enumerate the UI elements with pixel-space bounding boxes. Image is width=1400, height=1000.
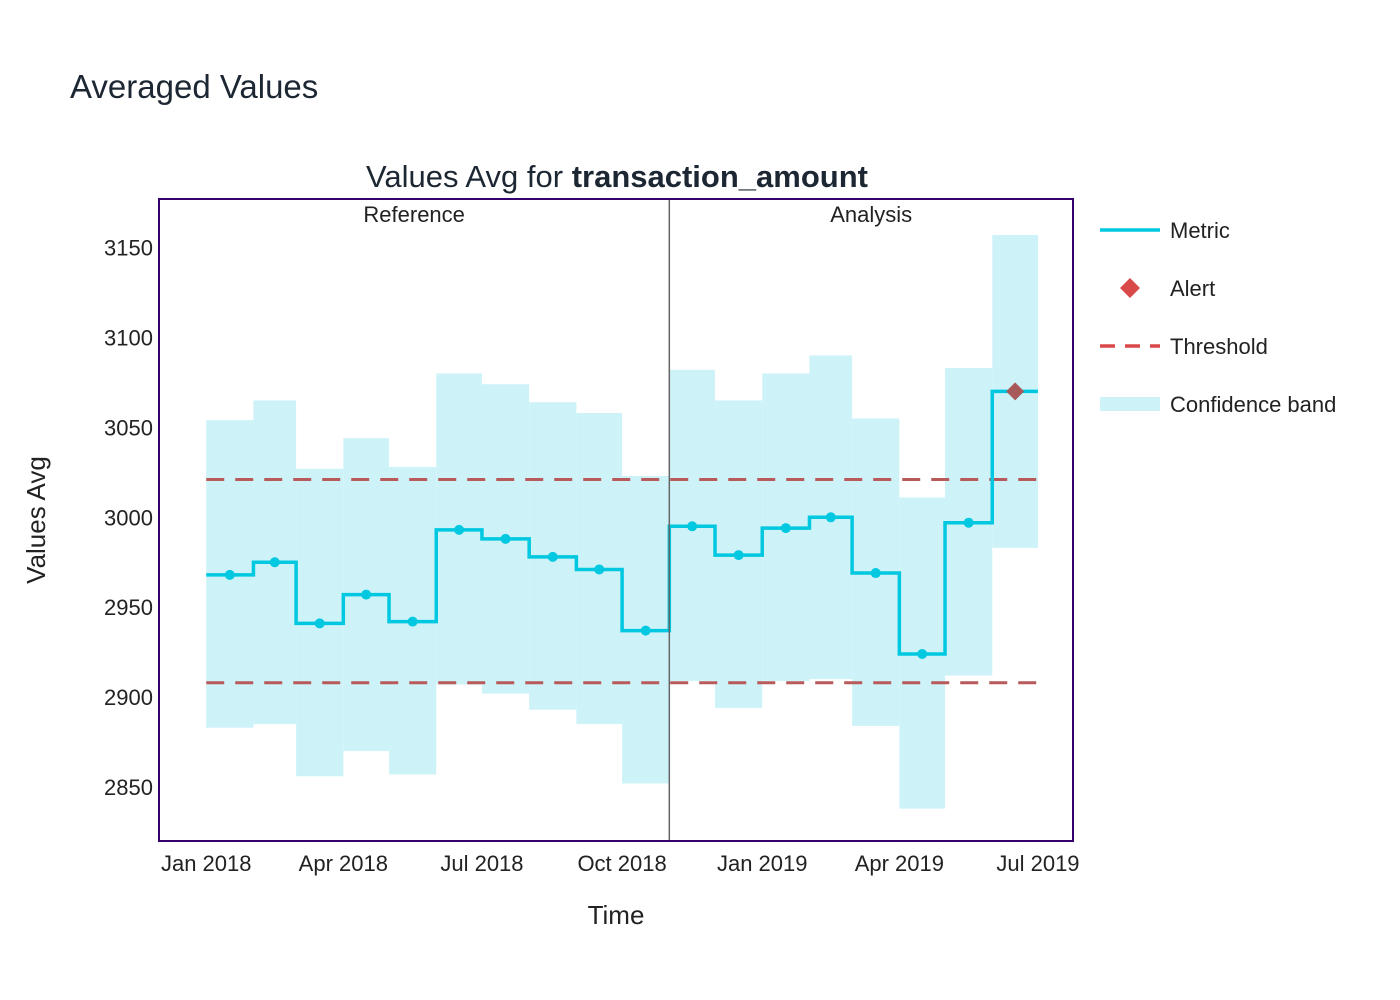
legend-label: Metric xyxy=(1170,218,1230,243)
metric-point-9 xyxy=(640,625,651,636)
analysis-label: Analysis xyxy=(830,202,912,227)
x-axis-title: Time xyxy=(588,900,645,930)
metric-point-2 xyxy=(314,618,325,629)
legend-swatch-band xyxy=(1100,397,1160,411)
metric-points-layer xyxy=(224,382,1025,659)
x-tick-label: Jan 2019 xyxy=(717,851,808,876)
metric-point-1 xyxy=(269,557,280,568)
x-tick-label: Apr 2018 xyxy=(299,851,388,876)
threshold-layer xyxy=(206,478,1038,685)
y-tick-label: 3100 xyxy=(104,325,153,350)
x-tick-label: Apr 2019 xyxy=(855,851,944,876)
metric-point-10 xyxy=(687,521,698,532)
page-title: Averaged Values xyxy=(70,68,319,105)
x-axis-ticks: Jan 2018 Apr 2018 Jul 2018 Oct 2018 Jan 2019… xyxy=(161,851,1080,876)
metric-point-0 xyxy=(224,569,235,580)
chart-title-metric: transaction_amount xyxy=(572,159,868,194)
y-tick-label: 2900 xyxy=(104,685,153,710)
y-tick-label: 3000 xyxy=(104,505,153,530)
x-tick-label: Jul 2019 xyxy=(996,851,1079,876)
x-tick-label: Oct 2018 xyxy=(577,851,666,876)
metric-layer xyxy=(206,389,1038,656)
y-tick-label: 3050 xyxy=(104,415,153,440)
legend-label: Threshold xyxy=(1170,334,1268,359)
legend-item-metric: Metric xyxy=(1100,218,1230,243)
chart-title-prefix: Values Avg for xyxy=(366,159,572,194)
x-tick-label: Jul 2018 xyxy=(440,851,523,876)
legend-swatch-diamond xyxy=(1120,278,1140,298)
confidence-band-layer xyxy=(206,234,1038,809)
legend-label: Confidence band xyxy=(1170,392,1336,417)
plot-frame xyxy=(158,198,1074,842)
legend-item-alert: Alert xyxy=(1120,276,1215,301)
metric-point-11 xyxy=(733,550,744,561)
metric-point-4 xyxy=(407,616,418,627)
y-tick-label: 2950 xyxy=(104,595,153,620)
metric-point-15 xyxy=(917,648,928,659)
metric-point-5 xyxy=(454,524,465,535)
y-axis-ticks: 2850 2900 2950 3000 3050 3100 3150 xyxy=(104,236,153,800)
metric-point-8 xyxy=(594,564,605,575)
metric-point-12 xyxy=(780,523,791,534)
metric-point-16 xyxy=(963,517,974,528)
metric-point-6 xyxy=(500,533,511,544)
metric-point-13 xyxy=(825,512,836,523)
y-tick-label: 2850 xyxy=(104,775,153,800)
metric-line xyxy=(206,389,1038,656)
x-tick-label: Jan 2018 xyxy=(161,851,252,876)
metric-point-14 xyxy=(870,568,881,579)
legend-label: Alert xyxy=(1170,276,1215,301)
legend-item-threshold: Threshold xyxy=(1100,334,1268,359)
legend-item-confidence-band: Confidence band xyxy=(1100,392,1336,417)
chart-title: Values Avg for transaction_amount xyxy=(366,159,868,194)
legend: Metric Alert Threshold Confidence band xyxy=(1100,218,1336,417)
metric-point-7 xyxy=(547,551,558,562)
metric-point-3 xyxy=(361,589,372,600)
alert-marker xyxy=(1006,382,1025,401)
y-tick-label: 3150 xyxy=(104,236,153,261)
y-axis-title: Values Avg xyxy=(21,456,51,584)
reference-label: Reference xyxy=(363,202,465,227)
